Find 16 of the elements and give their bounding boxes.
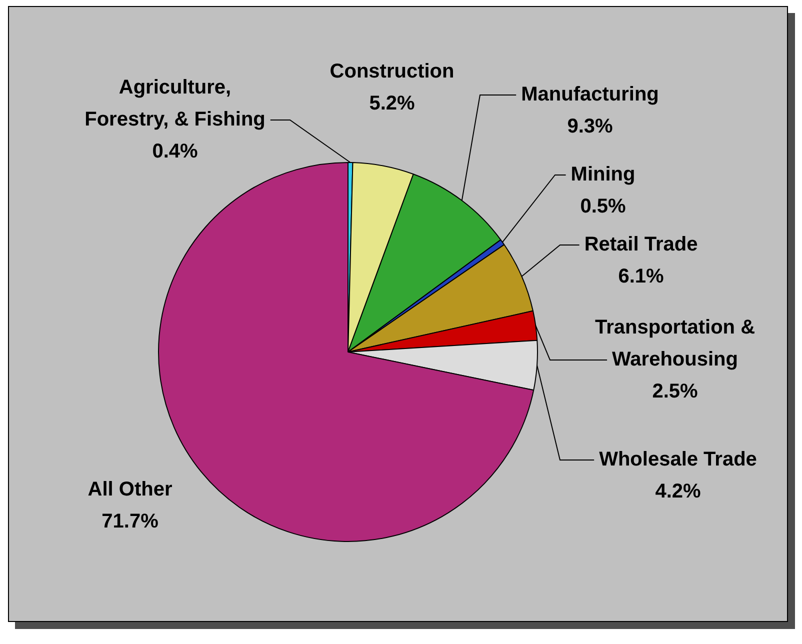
slice-label: All Other: [88, 478, 172, 501]
data-label: 5.2%: [369, 92, 416, 115]
data-label: 9.3%: [567, 116, 614, 138]
slice-label: Wholesale Trade: [599, 448, 757, 471]
slice-label: Agriculture, Forestry, & Fishing: [84, 76, 266, 131]
data-label: 0.4%: [152, 140, 198, 163]
data-label: 4.2%: [655, 480, 702, 503]
slice-label: Retail Trade: [584, 234, 698, 256]
data-label: 2.5%: [652, 380, 698, 403]
data-label: 6.1%: [618, 266, 664, 288]
slice-label: Transportation & Warehousing: [594, 316, 756, 371]
data-label: 71.7%: [102, 510, 159, 533]
data-label: 0.5%: [580, 196, 626, 218]
slice-label: Construction: [330, 60, 454, 83]
slice-label: Manufacturing: [521, 84, 659, 106]
slice-label: Mining: [570, 164, 636, 186]
